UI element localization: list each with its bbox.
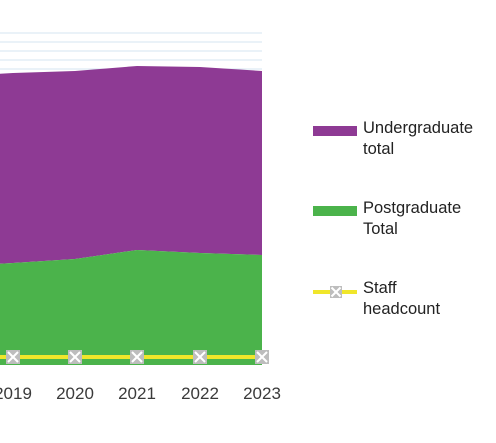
legend-swatch-undergraduate xyxy=(313,126,357,136)
area-series xyxy=(0,66,262,365)
marker-x-stroke xyxy=(69,351,81,363)
legend-swatch-postgraduate xyxy=(313,206,357,216)
x-tick-label: 2022 xyxy=(181,384,219,403)
staff-headcount-marker xyxy=(6,350,20,364)
legend-label-postgraduate: Postgraduate Total xyxy=(363,198,496,240)
area-undergraduate xyxy=(0,66,262,264)
legend-label-undergraduate: Undergraduate total xyxy=(363,118,496,160)
x-tick-label: 2020 xyxy=(56,384,94,403)
x-tick-label: 2019 xyxy=(0,384,32,403)
legend-label-line: Postgraduate xyxy=(363,199,462,217)
x-axis-ticks: 2019 2020 2021 2022 2023 xyxy=(0,384,281,403)
marker-x-stroke xyxy=(7,351,19,363)
x-tick-label: 2021 xyxy=(118,384,156,403)
staff-headcount-marker xyxy=(68,350,82,364)
x-tick-label: 2023 xyxy=(243,384,281,403)
marker-x-stroke xyxy=(194,351,206,363)
staff-headcount-marker xyxy=(255,350,269,364)
marker-x-stroke xyxy=(256,351,268,363)
area-postgraduate xyxy=(0,250,262,365)
legend-label-line: Total xyxy=(363,220,398,238)
line-series xyxy=(0,350,269,364)
staff-headcount-marker xyxy=(130,350,144,364)
legend-label-line: Staff xyxy=(363,279,397,297)
legend-label-line: headcount xyxy=(363,300,441,318)
staff-headcount-marker xyxy=(193,350,207,364)
legend-swatch-staff xyxy=(313,286,357,298)
legend-label-line: Undergraduate xyxy=(363,119,474,137)
legend-label-line: total xyxy=(363,140,395,158)
gridlines xyxy=(0,32,262,70)
marker-x-stroke xyxy=(131,351,143,363)
legend-label-staff: Staff headcount xyxy=(363,278,496,320)
